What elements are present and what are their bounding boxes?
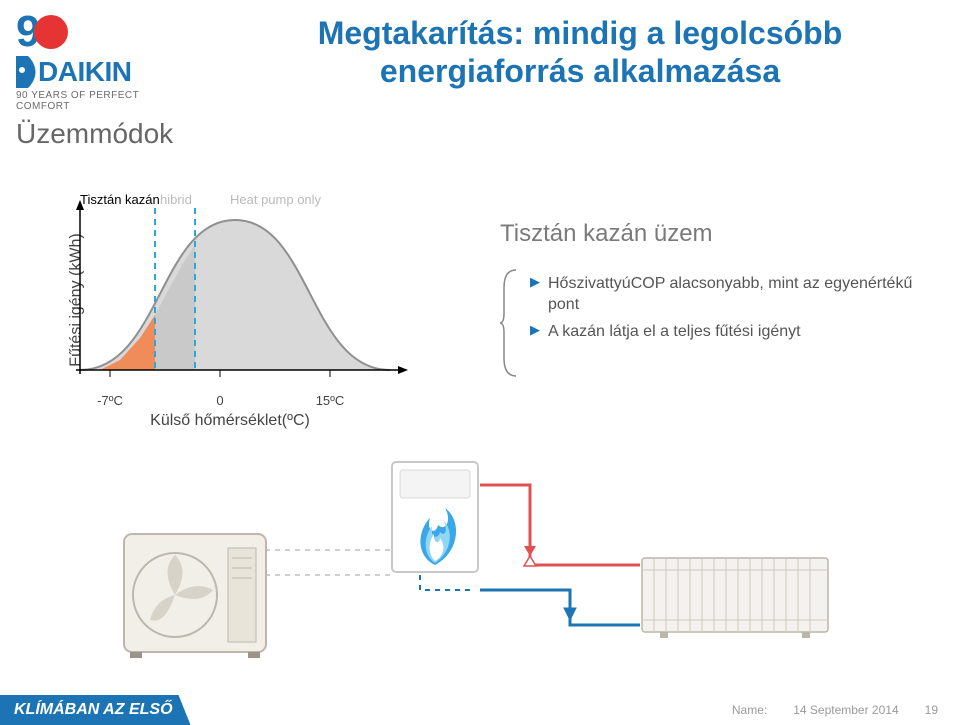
radiator-icon	[640, 550, 830, 640]
return-line-blue	[480, 590, 640, 625]
indoor-unit-icon	[390, 460, 480, 575]
tick-label-3: 15ºC	[316, 393, 345, 408]
footer-name-label: Name:	[732, 703, 767, 717]
bracket-icon	[500, 268, 518, 378]
tick-label-2: 0	[216, 393, 223, 408]
bracket-item-1: ▶ HőszivattyúCOP alacsonyabb, mint az eg…	[530, 274, 920, 316]
section-subtitle: Üzemmódok	[16, 118, 173, 150]
daikin-swoosh-icon	[16, 56, 38, 88]
footer-date: 14 September 2014	[793, 703, 898, 717]
mode-heading: Tisztán kazán üzem	[500, 220, 920, 248]
logo-90: 9	[16, 12, 186, 52]
heating-demand-chart: Fűtési igény (kWh) Tisztán kazán hibrid …	[40, 190, 420, 410]
logo-tagline: 90 YEARS OF PERFECT COMFORT	[16, 90, 186, 112]
y-axis-arrow-icon	[76, 200, 84, 210]
footer-right: Name: 14 September 2014 19	[732, 703, 938, 717]
footer-left: KLÍMÁBAN AZ ELSŐ	[0, 695, 191, 725]
logo-block: 9 DAIKIN 90 YEARS OF PERFECT COMFORT	[16, 12, 186, 112]
bracket-text-1: HőszivattyúCOP alacsonyabb, mint az egye…	[548, 274, 920, 316]
title-line2: energiaforrás alkalmazása	[220, 52, 940, 90]
mode-description: Tisztán kazán üzem ▶ HőszivattyúCOP alac…	[500, 220, 920, 378]
footer-page: 19	[925, 703, 938, 717]
title-line1: Megtakarítás: mindig a legolcsóbb	[220, 14, 940, 52]
tick-label-1: -7ºC	[97, 393, 123, 408]
chart-svg	[40, 190, 420, 390]
brand-name: DAIKIN	[38, 56, 131, 88]
bracket-item-2: ▶ A kazán látja el a teljes fűtési igény…	[530, 322, 920, 343]
valve-icon	[524, 546, 536, 566]
bullet-arrow-icon: ▶	[530, 322, 540, 339]
hybrid-region	[155, 245, 195, 370]
outdoor-unit-icon	[120, 530, 270, 660]
hydraulic-diagram	[120, 430, 840, 670]
bracket-items: ▶ HőszivattyúCOP alacsonyabb, mint az eg…	[530, 268, 920, 378]
bullet-arrow-icon: ▶	[530, 274, 540, 291]
brand-row: DAIKIN	[16, 56, 186, 88]
chart-xlabel: Külső hőmérséklet(ºC)	[40, 412, 420, 430]
flow-arrow-down-icon	[564, 608, 576, 620]
footer-ribbon: KLÍMÁBAN AZ ELSŐ	[0, 695, 191, 725]
x-axis-arrow-icon	[398, 366, 408, 374]
bracket-text-2: A kazán látja el a teljes fűtési igényt	[548, 322, 801, 343]
bracket-block: ▶ HőszivattyúCOP alacsonyabb, mint az eg…	[500, 268, 920, 378]
supply-line-red	[480, 485, 640, 565]
logo-red-circle-icon	[34, 15, 68, 49]
page-title: Megtakarítás: mindig a legolcsóbb energi…	[220, 14, 940, 91]
